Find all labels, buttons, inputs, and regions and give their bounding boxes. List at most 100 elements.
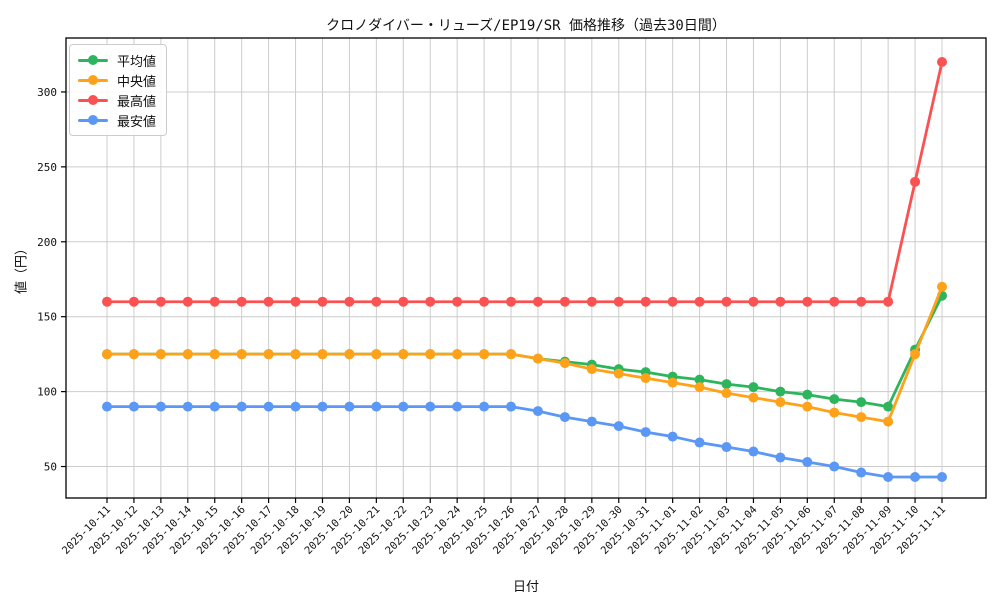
point-max-2025-11-01 — [667, 296, 678, 307]
point-average-2025-11-08 — [856, 397, 867, 408]
y-tick-label: 100 — [37, 386, 57, 399]
point-min-2025-10-13 — [155, 401, 166, 412]
point-median-2025-10-30 — [613, 368, 624, 379]
point-min-2025-11-05 — [775, 452, 786, 463]
point-min-2025-11-04 — [748, 446, 759, 457]
point-median-2025-10-23 — [425, 349, 436, 360]
point-min-2025-11-09 — [883, 472, 894, 483]
point-median-2025-10-14 — [182, 349, 193, 360]
point-max-2025-10-20 — [344, 296, 355, 307]
point-max-2025-10-19 — [317, 296, 328, 307]
point-median-2025-10-31 — [640, 373, 651, 384]
point-max-2025-11-04 — [748, 296, 759, 307]
point-average-2025-11-04 — [748, 382, 759, 393]
point-average-2025-11-06 — [802, 389, 813, 400]
point-max-2025-11-07 — [829, 296, 840, 307]
legend-item-average: 平均値 — [78, 50, 156, 70]
point-min-2025-10-30 — [613, 421, 624, 432]
point-median-2025-11-10 — [910, 349, 921, 360]
point-max-2025-11-08 — [856, 296, 867, 307]
point-median-2025-10-27 — [532, 353, 543, 364]
point-max-2025-10-21 — [371, 296, 382, 307]
series-line-max — [107, 61, 944, 304]
point-median-2025-11-01 — [667, 377, 678, 388]
point-min-2025-10-21 — [371, 401, 382, 412]
point-median-2025-10-17 — [263, 349, 274, 360]
legend-marker-min — [78, 115, 108, 125]
point-max-2025-10-15 — [209, 296, 220, 307]
point-median-2025-10-13 — [155, 349, 166, 360]
y-tick-label: 200 — [37, 236, 57, 249]
point-median-2025-11-03 — [721, 388, 732, 399]
point-min-2025-11-08 — [856, 467, 867, 478]
point-max-2025-10-23 — [425, 296, 436, 307]
y-tick-label: 50 — [44, 461, 57, 474]
point-average-2025-11-03 — [721, 379, 732, 390]
point-max-2025-11-09 — [883, 296, 894, 307]
point-median-2025-10-11 — [102, 349, 112, 360]
point-max-2025-10-13 — [155, 296, 166, 307]
point-max-2025-10-30 — [613, 296, 624, 307]
point-median-2025-11-07 — [829, 407, 840, 418]
point-median-2025-10-28 — [559, 358, 570, 369]
point-min-2025-10-11 — [102, 401, 112, 412]
series-line-average — [107, 295, 944, 408]
point-average-2025-11-09 — [883, 401, 894, 412]
point-max-2025-10-17 — [263, 296, 274, 307]
point-median-2025-10-24 — [452, 349, 463, 360]
point-average-2025-11-05 — [775, 386, 786, 397]
point-max-2025-10-16 — [236, 296, 247, 307]
point-max-2025-11-06 — [802, 296, 813, 307]
point-median-2025-11-06 — [802, 401, 813, 412]
y-tick-label: 250 — [37, 161, 57, 174]
legend-label: 最安値 — [117, 114, 157, 130]
point-median-2025-10-25 — [479, 349, 490, 360]
legend-marker-average — [78, 55, 108, 65]
point-median-2025-11-05 — [775, 397, 786, 408]
legend-item-min: 最安値 — [78, 110, 156, 130]
x-axis-label: 日付 — [512, 580, 539, 595]
point-max-2025-10-18 — [290, 296, 301, 307]
point-max-2025-10-24 — [452, 296, 463, 307]
point-max-2025-10-25 — [479, 296, 490, 307]
legend-dot-swatch — [88, 75, 98, 85]
point-min-2025-10-17 — [263, 401, 274, 412]
point-min-2025-10-19 — [317, 401, 328, 412]
point-min-2025-11-03 — [721, 442, 732, 453]
point-max-2025-10-22 — [398, 296, 409, 307]
point-median-2025-11-09 — [883, 416, 894, 427]
point-median-2025-10-18 — [290, 349, 301, 360]
point-min-2025-11-06 — [802, 457, 813, 468]
legend-dot-swatch — [88, 55, 98, 65]
point-max-2025-10-29 — [586, 296, 597, 307]
point-max-2025-11-10 — [910, 176, 921, 187]
point-min-2025-10-22 — [398, 401, 409, 412]
point-median-2025-11-04 — [748, 392, 759, 403]
legend-label: 最高値 — [117, 94, 157, 110]
point-max-2025-10-31 — [640, 296, 651, 307]
point-min-2025-10-31 — [640, 427, 651, 438]
legend-label: 平均値 — [117, 54, 157, 70]
y-tick-label: 150 — [37, 311, 57, 324]
point-max-2025-11-11 — [937, 56, 947, 67]
point-min-2025-10-25 — [479, 401, 490, 412]
point-median-2025-10-16 — [236, 349, 247, 360]
point-median-2025-10-12 — [128, 349, 139, 360]
legend-marker-median — [78, 75, 108, 85]
legend-label: 中央値 — [117, 74, 157, 90]
y-axis-label: 値（円） — [14, 241, 30, 295]
series-line-median — [107, 286, 944, 423]
point-max-2025-11-02 — [694, 296, 705, 307]
point-min-2025-10-27 — [532, 406, 543, 417]
legend-item-median: 中央値 — [78, 70, 156, 90]
point-min-2025-10-18 — [290, 401, 301, 412]
point-median-2025-10-29 — [586, 364, 597, 375]
point-median-2025-11-02 — [694, 382, 705, 393]
point-median-2025-10-20 — [344, 349, 355, 360]
point-median-2025-11-11 — [937, 281, 947, 292]
point-max-2025-10-14 — [182, 296, 193, 307]
point-median-2025-10-22 — [398, 349, 409, 360]
legend: 平均値中央値最高値最安値 — [69, 44, 168, 136]
point-min-2025-10-23 — [425, 401, 436, 412]
